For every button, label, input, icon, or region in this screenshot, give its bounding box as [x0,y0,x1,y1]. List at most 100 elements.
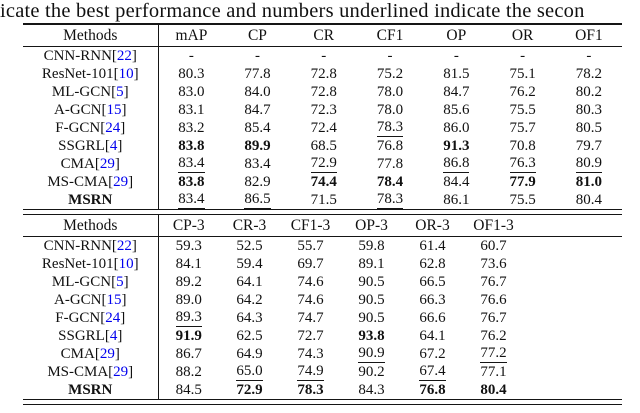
citation-link[interactable]: 24 [105,119,121,136]
table-row: A-GCN[15] 83.1 84.7 72.3 78.0 85.6 75.5 80.3 [23,101,622,119]
value-cell: 72.7 [280,327,341,345]
citation-bracket: ] [128,363,134,380]
value-cell: 74.7 [280,309,341,327]
metric-value: 76.7 [480,309,507,326]
row-filler-cell [524,255,622,273]
value-cell: 75.5 [489,191,555,209]
citation-link[interactable]: 29 [113,363,129,380]
value-cell: 76.3 [489,155,555,173]
metric-value: - [254,47,260,64]
metric-value: 80.4 [575,191,603,208]
value-cell: 70.8 [489,137,555,155]
citation-link[interactable]: 15 [106,101,122,118]
value-cell: 93.8 [341,327,402,345]
metric-value: 74.7 [297,309,324,326]
citation-link[interactable]: 29 [99,345,115,362]
metric-value: 64.2 [236,291,263,308]
citation-bracket: ] [133,65,139,82]
citation-bracket: [ [108,363,114,380]
citation-bracket: ] [128,173,134,190]
value-cell: 83.4 [224,155,290,173]
value-cell: 79.7 [556,137,622,155]
metric-value: 83.8 [178,173,205,190]
citation-link[interactable]: 5 [116,83,124,100]
metric-value: 76.2 [509,83,536,100]
value-cell: 71.5 [291,191,357,209]
method-label: MSRN [68,191,113,208]
table-row: CNN-RNN[22] 59.3 52.5 55.7 59.8 61.4 60.7 [23,236,622,256]
metric-value: 84.7 [244,101,271,118]
column-header-cr-3: CR-3 [219,215,280,237]
row-filler-cell [524,363,622,381]
column-header-methods: Methods [23,215,158,237]
citation-link[interactable]: 5 [116,273,124,290]
column-header-or-3: OR-3 [402,215,463,237]
method-cell: ResNet-101[10] [23,65,158,83]
table-caption: icate the best performance and numbers u… [0,0,585,22]
citation-link[interactable]: 22 [116,47,132,64]
value-cell: 55.7 [280,237,341,256]
value-cell: 64.3 [219,309,280,327]
value-cell: - [556,47,622,66]
table-row: CNN-RNN[22] - - - - - - - [23,46,622,66]
value-cell: 76.8 [402,381,463,399]
citation-link[interactable]: 15 [106,291,122,308]
metric-value: 77.2 [480,345,507,363]
metric-value: 67.4 [419,363,446,381]
metric-value: 77.8 [376,155,404,172]
method-cell: F-GCN[24] [23,309,158,327]
citation-bracket: ] [121,291,127,308]
value-cell: 72.9 [291,155,357,173]
citation-bracket: ] [121,101,127,118]
value-cell: 68.5 [291,137,357,155]
metric-value: 64.1 [419,327,446,344]
value-cell: 64.2 [219,291,280,309]
citation-link[interactable]: 10 [118,65,134,82]
value-cell: 89.9 [224,137,290,155]
metric-value: 85.6 [443,101,470,118]
metric-value: 72.7 [297,327,324,344]
citation-bracket: ] [117,137,123,154]
metric-value: 74.6 [297,273,324,290]
value-cell: 52.5 [219,237,280,256]
metric-value: 74.3 [297,345,324,362]
method-label: SSGRL [58,327,105,344]
value-cell: 89.3 [157,309,219,327]
table-row: ResNet-101[10] 80.3 77.8 72.8 75.2 81.5 75.1 78… [23,65,622,83]
metric-value: 84.5 [175,381,202,398]
row-filler-cell [524,273,622,291]
method-label: MS-CMA [47,363,109,380]
metric-value: 80.2 [575,83,603,100]
citation-link[interactable]: 4 [109,327,118,344]
citation-link[interactable]: 24 [105,309,121,326]
metric-value: 89.3 [175,309,202,327]
citation-link[interactable]: 29 [99,155,115,172]
method-cell: CNN-RNN[22] [23,237,158,256]
value-cell: 91.3 [423,137,489,155]
value-cell: 90.5 [341,291,402,309]
citation-link[interactable]: 22 [116,237,132,254]
citation-bracket: [ [104,137,110,154]
method-label: ResNet-101 [41,255,114,272]
metric-value: 62.5 [236,327,263,344]
method-cell: CMA[29] [23,155,158,173]
metric-value: 78.0 [376,101,404,118]
table-row: ML-GCN[5] 89.2 64.1 74.6 90.5 66.5 76.7 [23,273,622,291]
metric-value: 83.0 [178,83,205,100]
row-filler-cell [524,309,622,327]
value-cell: 86.0 [423,119,489,137]
metric-value: 76.6 [480,291,507,308]
metric-value: - [520,47,526,64]
value-cell: - [224,47,290,66]
method-cell: MSRN [23,191,158,209]
citation-link[interactable]: 10 [118,255,134,272]
metric-value: - [387,47,393,64]
citation-link[interactable]: 4 [109,137,118,154]
citation-link[interactable]: 29 [113,173,129,190]
value-cell: 67.2 [402,345,463,363]
metric-value: 78.0 [376,83,404,100]
citation-bracket: ] [114,155,120,172]
value-cell: 75.7 [489,119,555,137]
metric-value: 72.9 [236,381,263,398]
